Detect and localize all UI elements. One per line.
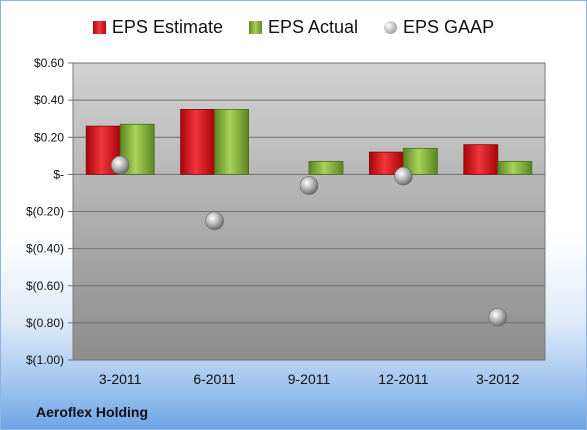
legend-label-estimate: EPS Estimate [111,17,223,37]
point-eps-gaap [488,308,508,327]
x-tick-label: 12-2011 [378,371,429,387]
legend-swatch-estimate [92,21,106,34]
legend-label-actual: EPS Actual [267,17,359,37]
y-tick-label: $(0.40) [26,242,64,256]
bar-eps-actual [214,109,250,175]
y-tick-label: $0.60 [34,56,64,70]
x-tick-label: 3-2011 [99,371,142,387]
gaap-points [110,155,508,327]
bar-eps-actual [497,160,533,175]
point-eps-gaap [299,176,319,195]
y-tick-label: $(0.60) [26,279,64,293]
y-tick-label: $(1.00) [26,353,64,367]
legend-item-estimate: EPS Estimate [92,17,223,38]
eps-chart: $0.60 $0.40 $0.20 $- $(0.20) $(0.40) $(0.60) $(… [26,56,546,387]
bar-eps-estimate [180,109,216,175]
x-tick-label: 9-2011 [288,371,331,387]
y-tick-label: $0.40 [34,93,64,107]
y-tick-label: $(0.20) [26,205,64,219]
y-tick-label: $(0.80) [26,316,64,330]
point-eps-gaap [205,211,224,231]
legend-swatch-actual [248,21,262,34]
company-name: Aeroflex Holding [36,404,149,420]
point-eps-gaap [110,155,130,175]
legend-label-gaap: EPS GAAP [403,17,495,37]
y-axis: $0.60 $0.40 $0.20 $- $(0.20) $(0.40) $(0.60) $(… [26,56,73,367]
bars [85,109,533,175]
x-tick-label: 3-2012 [476,371,520,387]
bar-eps-actual [308,160,344,175]
x-tick-label: 6-2011 [193,371,236,387]
chart-legend: EPS Estimate EPS Actual EPS GAAP [1,17,586,38]
legend-item-actual: EPS Actual [248,17,359,38]
y-tick-label: $0.20 [34,130,64,144]
x-axis: 3-2011 6-2011 9-2011 12-2011 3-2012 [99,371,520,387]
point-eps-gaap [394,166,413,186]
bar-eps-estimate [463,144,499,175]
legend-swatch-gaap [384,21,398,34]
y-tick-label: $- [53,167,64,181]
legend-item-gaap: EPS GAAP [384,17,494,38]
